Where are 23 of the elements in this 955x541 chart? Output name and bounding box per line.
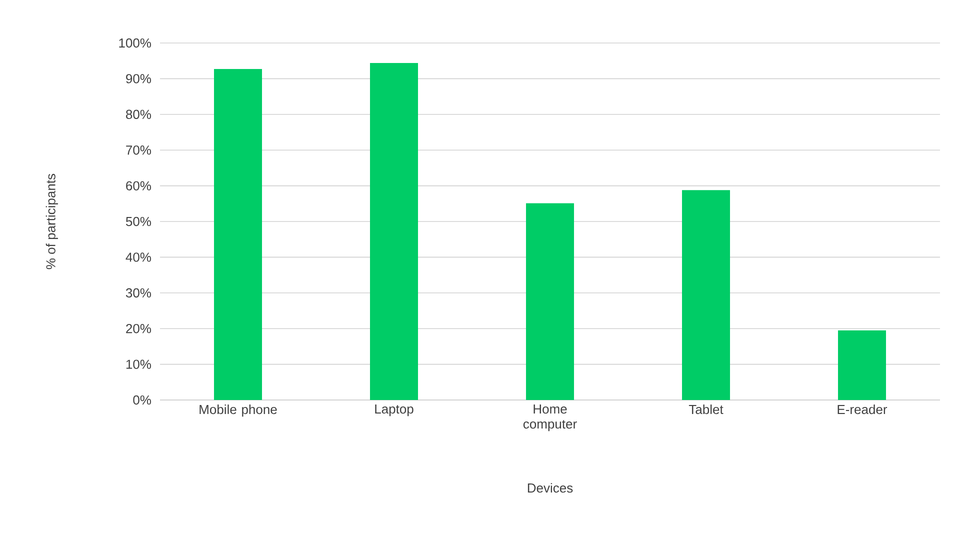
y-tick-label: 90% bbox=[126, 74, 151, 84]
y-tick-label: 100% bbox=[119, 38, 151, 48]
bar bbox=[214, 69, 262, 400]
y-tick-label: 70% bbox=[126, 145, 151, 155]
y-tick-label: 20% bbox=[126, 324, 151, 334]
y-tick-label: 10% bbox=[126, 360, 151, 369]
y-tick-label: 60% bbox=[126, 181, 151, 190]
x-tick-label: E-reader bbox=[838, 404, 888, 414]
y-axis-title: % of participants bbox=[46, 174, 58, 270]
bar bbox=[526, 203, 574, 400]
bar bbox=[682, 190, 730, 400]
y-tick-label: 0% bbox=[133, 395, 151, 405]
x-tick-label: Mobile phone bbox=[200, 404, 277, 417]
bar bbox=[838, 330, 886, 400]
y-tick-label: 40% bbox=[126, 252, 151, 262]
bar bbox=[370, 62, 418, 400]
x-tick-label: Laptop bbox=[375, 404, 414, 416]
y-tick-label: 30% bbox=[126, 288, 151, 298]
y-tick-label: 80% bbox=[126, 110, 151, 119]
x-tick-label: Home computer bbox=[523, 404, 577, 432]
x-axis-title: Devices bbox=[528, 483, 573, 493]
x-tick-label: Tablet bbox=[688, 404, 724, 414]
y-tick-label: 50% bbox=[126, 216, 151, 226]
